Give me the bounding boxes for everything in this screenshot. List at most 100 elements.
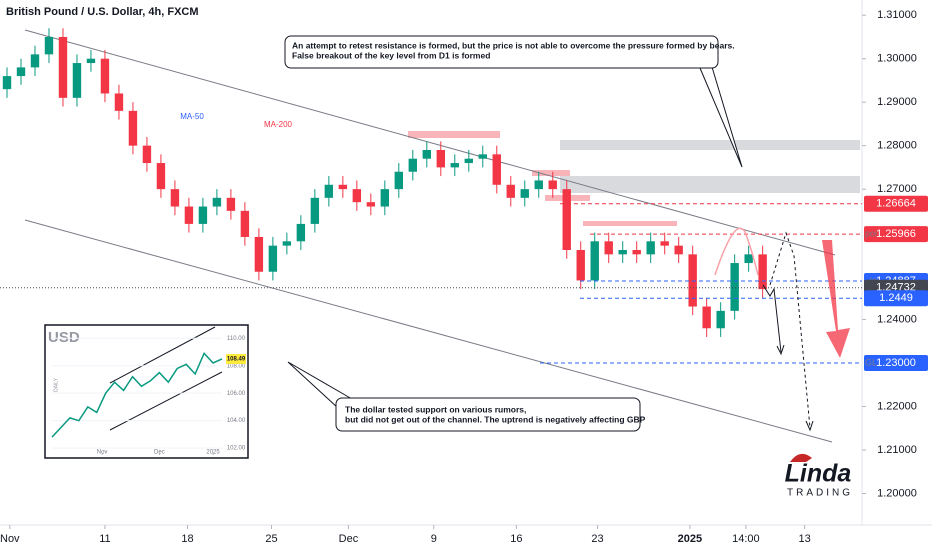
candle-body	[30, 54, 40, 68]
candle-body	[422, 150, 431, 159]
y-tick-label: 1.30000	[877, 53, 917, 65]
chart-title: British Pound / U.S. Dollar, 4h, FXCM	[6, 6, 199, 18]
y-tick-label: 1.21000	[877, 444, 917, 456]
candle-body	[366, 202, 376, 207]
inset-y-label: 108.00	[227, 363, 246, 369]
y-tick-label: 1.28000	[877, 140, 917, 152]
candle-body	[338, 184, 348, 190]
candle-body	[212, 197, 222, 207]
inset-x-label: Nov	[97, 450, 108, 456]
candle-body	[688, 254, 697, 307]
x-tick-label: 13	[799, 533, 811, 545]
candle-body	[758, 254, 767, 290]
candle-body	[2, 76, 12, 90]
candle-body	[198, 206, 208, 224]
inset-y-label: 106.00	[227, 391, 246, 397]
candle-body	[744, 254, 753, 264]
arrow-head	[776, 344, 785, 356]
level-label: 1.25966	[876, 228, 916, 240]
candle-body	[240, 210, 250, 237]
inset-y-label: 104.00	[227, 418, 246, 424]
candle-body	[100, 58, 110, 94]
y-tick-label: 1.22000	[877, 400, 917, 412]
candle-body	[72, 63, 82, 98]
y-tick-label: 1.24000	[877, 313, 917, 325]
inset-x-label: 2025	[206, 450, 220, 456]
candle-body	[464, 158, 473, 164]
candle-body	[352, 189, 362, 203]
candle-body	[548, 180, 557, 190]
callout-text: False breakout of the key level from D1 …	[292, 50, 490, 60]
level-name: poi	[865, 228, 877, 238]
y-tick-label: 1.29000	[877, 96, 917, 108]
inset-frame	[44, 324, 249, 459]
level-label: 1.26664	[876, 198, 916, 210]
candle-body	[394, 171, 404, 190]
y-tick-label: 1.20000	[877, 487, 917, 499]
callout-text: but did not get out of the channel. The …	[345, 414, 646, 424]
level-tag	[864, 195, 928, 212]
candle-body	[618, 250, 627, 255]
annotation: MA-50	[180, 112, 204, 121]
candle-body	[716, 310, 725, 329]
x-tick-label: 16	[510, 533, 522, 545]
y-tick-label: 1.31000	[877, 9, 917, 21]
candle-body	[324, 184, 334, 198]
x-tick-label: 9	[431, 533, 437, 545]
inset-y-label: 102.00	[227, 446, 246, 452]
callout-text: The dollar tested support on various rum…	[345, 404, 526, 414]
candle-body	[534, 180, 543, 190]
candle-body	[170, 189, 180, 207]
x-tick-label: 25	[265, 533, 277, 545]
candle-body	[702, 306, 711, 329]
resistance-zone	[560, 176, 860, 193]
level-tag	[864, 290, 928, 307]
inset-channel	[109, 326, 216, 384]
logo-sub: TRADING	[787, 488, 853, 499]
level-name: GL	[865, 357, 877, 367]
candle-body	[660, 241, 669, 246]
candle-body	[492, 154, 501, 185]
y-tick-label: 1.27000	[877, 183, 917, 195]
candle-body	[576, 250, 585, 281]
candle-body	[590, 241, 599, 281]
supply-zone	[583, 221, 677, 226]
callout-text: An attempt to retest resistance is forme…	[292, 40, 735, 50]
forecast-path	[762, 284, 782, 353]
candle-body	[142, 145, 152, 164]
inset-x-label: Dec	[154, 450, 165, 456]
callout-box	[335, 397, 641, 432]
candle-body	[16, 67, 26, 77]
forecast-path	[769, 231, 811, 429]
x-tick-label: Nov	[0, 533, 20, 545]
candle-body	[380, 189, 390, 207]
candle-body	[730, 263, 739, 311]
callout-box	[284, 35, 719, 69]
candle-body	[674, 245, 683, 255]
inset-price-tag	[226, 353, 246, 364]
candle-body	[282, 241, 292, 246]
candle-body	[226, 197, 236, 211]
x-tick-label: 14:00	[732, 533, 760, 545]
annotation: MA-200	[264, 120, 293, 129]
inset-line	[51, 352, 223, 438]
inset-title: USD	[48, 329, 80, 346]
candle-body	[408, 158, 418, 172]
logo-name: Linda	[785, 460, 852, 488]
candle-body	[44, 36, 54, 55]
candle-body	[436, 150, 445, 168]
inset-axis-label: DAILY	[53, 377, 59, 392]
candle-body	[632, 250, 641, 255]
candle-body	[254, 236, 264, 272]
candle-body	[156, 163, 166, 190]
logo-hat	[790, 453, 812, 462]
supply-zone	[532, 170, 570, 176]
callout-pointer	[699, 66, 743, 168]
x-tick-label: 18	[181, 533, 193, 545]
candle-body	[268, 245, 278, 272]
marks	[0, 28, 862, 364]
arrow-head	[805, 420, 814, 432]
candle-body	[128, 110, 138, 146]
channel-line	[24, 29, 836, 256]
